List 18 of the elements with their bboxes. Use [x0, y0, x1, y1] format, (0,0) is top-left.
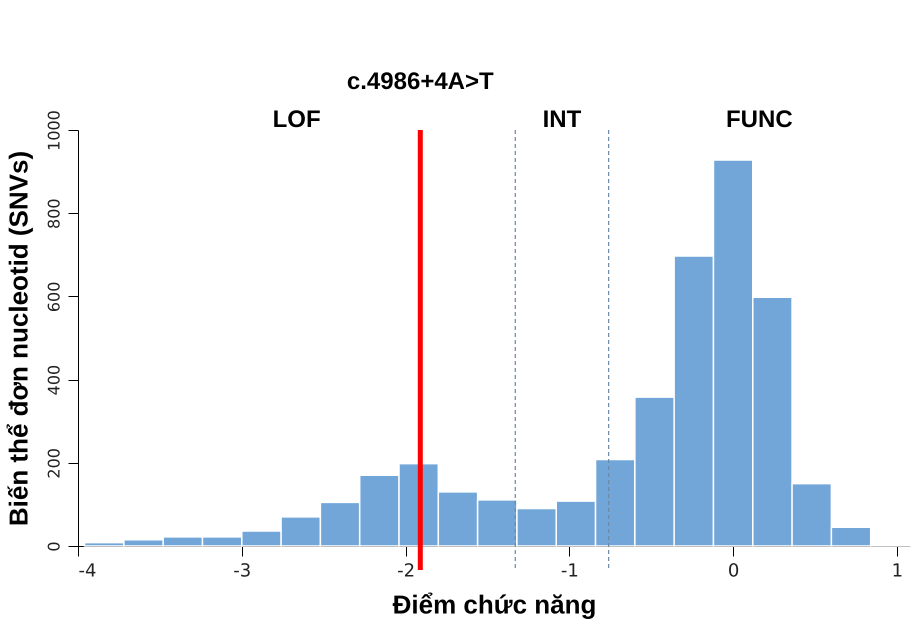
x-tick-label: -2	[397, 560, 416, 582]
annotation: LOF	[272, 106, 321, 133]
x-tick-label: -4	[78, 560, 96, 582]
x-tick-label: -1	[560, 560, 579, 582]
annotation: FUNC	[726, 106, 793, 133]
annotation: INT	[542, 106, 582, 133]
y-tick-label: 800	[44, 198, 64, 229]
y-tick-label: 400	[44, 364, 64, 396]
y-tick-label: 0	[44, 541, 64, 552]
y-tick-label: 200	[44, 448, 64, 479]
y-axis-title: Biến thể đơn nucleotid (SNVs)	[4, 150, 34, 526]
x-tick-label: 0	[728, 560, 740, 582]
x-tick-label: 1	[892, 560, 904, 582]
x-axis-title: Điểm chức năng	[392, 590, 596, 620]
ref-line-label: c.4986+4A>T	[346, 68, 494, 95]
x-tick-label: -3	[233, 560, 252, 582]
y-tick-label: 600	[44, 282, 64, 312]
y-tick-label: 1000	[44, 110, 64, 151]
